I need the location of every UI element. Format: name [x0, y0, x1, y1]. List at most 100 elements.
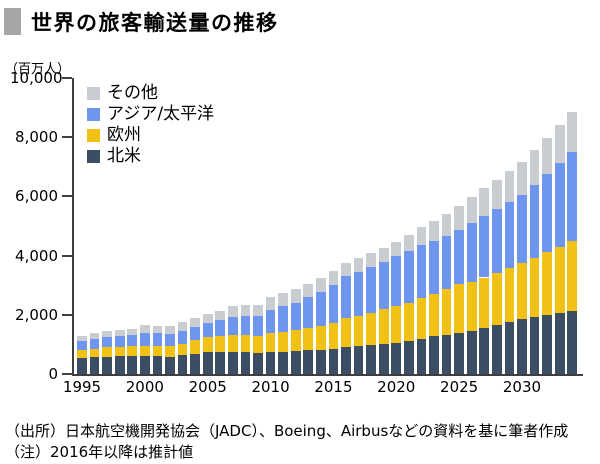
legend-row: その他 [87, 83, 214, 104]
bar-segment-2010-欧州 [265, 333, 276, 353]
bar-segment-2001-その他 [152, 326, 163, 334]
title-marker [4, 8, 21, 35]
bar-segment-1998-その他 [114, 330, 125, 337]
y-axis-tick-label: 6,000 [15, 187, 58, 206]
bar-segment-1995-その他 [77, 336, 87, 342]
bar-segment-2007-アジア/太平洋 [227, 316, 238, 335]
bar-segment-2024-アジア/太平洋 [441, 235, 452, 290]
bar-segment-2006-欧州 [215, 336, 226, 353]
bar-segment-2026-その他 [466, 197, 477, 224]
bar-segment-2015-欧州 [328, 323, 339, 349]
bar-segment-2029-欧州 [504, 268, 515, 323]
bar-segment-2005-北米 [202, 351, 213, 374]
footnote: （出所）日本航空機開発協会（JADC）、Boeing、Airbusなどの資料を基… [5, 421, 568, 463]
bar-segment-2024-その他 [441, 213, 452, 236]
bar-segment-2033-北米 [554, 312, 565, 374]
bar-segment-2011-欧州 [278, 331, 289, 352]
bar-segment-2003-欧州 [177, 343, 188, 356]
y-axis-tick [62, 313, 72, 316]
bar-segment-2022-北米 [416, 339, 427, 374]
bar-segment-2001-北米 [152, 356, 163, 374]
y-axis-tick [62, 373, 72, 375]
bar-segment-2030-アジア/太平洋 [517, 194, 527, 263]
bar-segment-2032-北米 [542, 314, 553, 374]
bar-segment-2006-アジア/太平洋 [215, 320, 226, 337]
bar-segment-1999-その他 [127, 328, 138, 335]
bar-segment-2015-北米 [328, 348, 339, 374]
bar-segment-2034-その他 [567, 112, 578, 152]
bar-segment-2012-北米 [290, 351, 301, 374]
bar-segment-1999-アジア/太平洋 [127, 334, 138, 347]
bar-segment-2006-その他 [215, 310, 226, 321]
y-axis-tick-label: 0 [48, 365, 58, 383]
bar-segment-2000-アジア/太平洋 [139, 332, 150, 346]
bar-segment-2023-その他 [429, 220, 439, 241]
legend-label: その他 [107, 83, 158, 103]
bar-segment-2003-その他 [177, 322, 188, 331]
bar-segment-2018-北米 [366, 345, 377, 374]
bar-segment-2028-北米 [491, 325, 502, 374]
legend-swatch-icon [87, 129, 100, 142]
bar-segment-1999-北米 [127, 355, 138, 374]
bar-segment-1995-欧州 [77, 350, 87, 358]
bar-segment-1997-アジア/太平洋 [102, 337, 113, 348]
bar-segment-2013-その他 [303, 283, 314, 298]
bar-segment-2004-北米 [190, 353, 201, 374]
bar-segment-2019-北米 [378, 344, 389, 374]
bar-segment-2023-北米 [429, 336, 439, 374]
bar-segment-2021-欧州 [403, 302, 414, 342]
bar-segment-2032-欧州 [542, 252, 553, 315]
bar-segment-2007-その他 [227, 305, 238, 317]
bar-segment-2012-アジア/太平洋 [290, 302, 301, 331]
bar-segment-1997-欧州 [102, 347, 113, 357]
bar-segment-2031-北米 [529, 316, 540, 374]
y-axis-tick-label: 2,000 [15, 305, 58, 324]
bar-segment-2021-北米 [403, 341, 414, 374]
bar-segment-2002-北米 [165, 356, 175, 374]
bar-segment-2027-欧州 [479, 277, 490, 328]
bar-segment-2018-アジア/太平洋 [366, 266, 377, 313]
bar-segment-2004-欧州 [190, 340, 201, 354]
bar-segment-2009-アジア/太平洋 [253, 316, 263, 337]
y-axis-tick [62, 195, 72, 198]
bar-segment-2021-アジア/太平洋 [403, 251, 414, 303]
bar-segment-2025-アジア/太平洋 [454, 229, 465, 284]
bar-segment-2000-その他 [139, 325, 150, 333]
legend: その他 アジア/太平洋 欧州 北米 [87, 83, 214, 167]
x-axis-tick-label: 1995 [62, 378, 102, 396]
x-axis-tick-label: 2015 [314, 378, 353, 396]
bar-segment-1996-アジア/太平洋 [89, 339, 100, 349]
bar-segment-2017-北米 [353, 346, 364, 374]
bar-segment-2001-アジア/太平洋 [152, 333, 163, 347]
legend-swatch-icon [87, 150, 100, 163]
bar-segment-2031-その他 [529, 150, 540, 185]
bar-segment-2020-アジア/太平洋 [391, 256, 402, 306]
y-axis-unit-label: （百万人） [5, 62, 71, 77]
bar-segment-2005-アジア/太平洋 [202, 322, 213, 337]
bar-segment-2012-その他 [290, 289, 301, 303]
bar-segment-2034-欧州 [567, 241, 578, 311]
y-axis-line [72, 78, 74, 376]
bar-segment-2021-その他 [403, 235, 414, 252]
bar-segment-2032-その他 [542, 137, 553, 174]
y-axis-tick [62, 77, 72, 79]
bar-segment-2003-アジア/太平洋 [177, 330, 188, 344]
bar-segment-2004-アジア/太平洋 [190, 326, 201, 341]
bar-segment-2016-その他 [341, 263, 351, 277]
bar-segment-2001-欧州 [152, 346, 163, 357]
bar-segment-2007-北米 [227, 351, 238, 374]
legend-row: アジア/太平洋 [87, 104, 214, 125]
legend-row: 北米 [87, 146, 214, 167]
bar-segment-2002-アジア/太平洋 [165, 333, 175, 347]
footnote-source: （出所）日本航空機開発協会（JADC）、Boeing、Airbusなどの資料を基… [5, 422, 569, 440]
bar-segment-2011-北米 [278, 351, 289, 374]
bar-segment-2014-北米 [315, 349, 326, 374]
bar-segment-2009-その他 [253, 305, 263, 317]
bar-segment-2033-欧州 [554, 247, 565, 313]
bar-segment-2026-北米 [466, 330, 477, 374]
bar-segment-1998-北米 [114, 356, 125, 374]
bar-segment-2013-北米 [303, 350, 314, 374]
bar-segment-2030-その他 [517, 162, 527, 195]
x-axis-line [72, 374, 583, 376]
